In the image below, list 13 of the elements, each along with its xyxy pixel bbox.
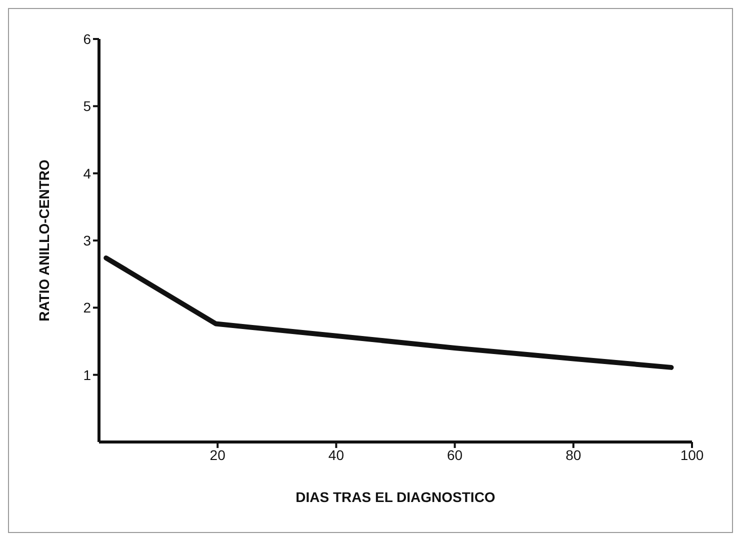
y-tick-label: 3	[83, 232, 92, 248]
y-tick-label: 4	[83, 165, 92, 182]
x-tick-label: 20	[210, 446, 226, 463]
y-tick-label: 6	[83, 30, 92, 47]
x-tick-label: 80	[566, 446, 582, 463]
y-axis-title: RATIO ANILLO-CENTRO	[36, 160, 52, 322]
x-tick-label: 40	[328, 446, 344, 463]
x-tick-label: 60	[447, 446, 463, 463]
y-tick-label: 2	[83, 300, 92, 316]
y-tick-label: 1	[83, 366, 92, 383]
x-axis-title: DIAS TRAS EL DIAGNOSTICO	[296, 489, 496, 505]
x-tick-label: 100	[680, 446, 704, 463]
y-tick-label: 5	[83, 98, 92, 114]
